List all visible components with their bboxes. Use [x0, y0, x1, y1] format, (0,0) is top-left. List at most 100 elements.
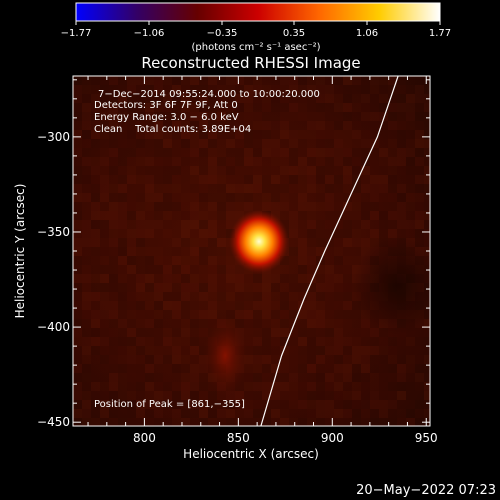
- bg-pixel: [325, 157, 334, 166]
- bg-pixel: [343, 274, 352, 283]
- bg-pixel: [397, 211, 406, 220]
- bg-pixel: [415, 229, 424, 238]
- bg-pixel: [280, 166, 289, 175]
- bg-pixel: [154, 85, 163, 94]
- bg-pixel: [343, 202, 352, 211]
- bg-pixel: [388, 220, 397, 229]
- bg-pixel: [271, 130, 280, 139]
- bg-pixel: [235, 409, 244, 418]
- bg-pixel: [298, 382, 307, 391]
- bg-pixel: [199, 301, 208, 310]
- bg-pixel: [343, 121, 352, 130]
- bg-pixel: [307, 238, 316, 247]
- bg-pixel: [190, 184, 199, 193]
- bg-pixel: [181, 409, 190, 418]
- bg-pixel: [244, 130, 253, 139]
- bg-pixel: [190, 337, 199, 346]
- bg-pixel: [406, 148, 415, 157]
- bg-pixel: [289, 103, 298, 112]
- bg-pixel: [298, 301, 307, 310]
- bg-pixel: [208, 94, 217, 103]
- bg-pixel: [136, 274, 145, 283]
- bg-pixel: [208, 148, 217, 157]
- bg-pixel: [190, 256, 199, 265]
- bg-pixel: [370, 220, 379, 229]
- bg-pixel: [127, 346, 136, 355]
- bg-pixel: [244, 112, 253, 121]
- bg-pixel: [73, 247, 82, 256]
- bg-pixel: [316, 76, 325, 85]
- bg-pixel: [352, 310, 361, 319]
- bg-pixel: [370, 364, 379, 373]
- bg-pixel: [298, 148, 307, 157]
- bg-pixel: [352, 85, 361, 94]
- bg-pixel: [82, 400, 91, 409]
- bg-pixel: [388, 409, 397, 418]
- bg-pixel: [379, 175, 388, 184]
- bg-pixel: [109, 148, 118, 157]
- bg-pixel: [271, 94, 280, 103]
- bg-pixel: [280, 265, 289, 274]
- bg-pixel: [118, 166, 127, 175]
- bg-pixel: [235, 166, 244, 175]
- bg-pixel: [136, 76, 145, 85]
- bg-pixel: [406, 139, 415, 148]
- bg-pixel: [154, 328, 163, 337]
- bg-pixel: [343, 283, 352, 292]
- bg-pixel: [307, 175, 316, 184]
- bg-pixel: [415, 157, 424, 166]
- bg-pixel: [307, 148, 316, 157]
- bg-pixel: [280, 301, 289, 310]
- bg-pixel: [253, 121, 262, 130]
- bg-pixel: [91, 373, 100, 382]
- bg-pixel: [334, 382, 343, 391]
- bg-pixel: [334, 184, 343, 193]
- bg-pixel: [370, 328, 379, 337]
- bg-pixel: [388, 103, 397, 112]
- annotation-energy: Energy Range: 3.0 − 6.0 keV: [94, 112, 239, 123]
- bg-pixel: [406, 121, 415, 130]
- bg-pixel: [298, 400, 307, 409]
- bg-pixel: [181, 382, 190, 391]
- bg-pixel: [181, 157, 190, 166]
- bg-pixel: [82, 409, 91, 418]
- bg-pixel: [226, 211, 235, 220]
- bg-pixel: [100, 184, 109, 193]
- bg-pixel: [370, 382, 379, 391]
- bg-pixel: [271, 175, 280, 184]
- bg-pixel: [82, 157, 91, 166]
- bg-pixel: [145, 148, 154, 157]
- bg-pixel: [316, 337, 325, 346]
- bg-pixel: [226, 274, 235, 283]
- bg-pixel: [172, 85, 181, 94]
- bg-pixel: [118, 175, 127, 184]
- bg-pixel: [190, 265, 199, 274]
- bg-pixel: [307, 193, 316, 202]
- bg-pixel: [280, 364, 289, 373]
- bg-pixel: [91, 265, 100, 274]
- bg-pixel: [343, 418, 352, 426]
- bg-pixel: [361, 337, 370, 346]
- bg-pixel: [208, 184, 217, 193]
- bg-pixel: [100, 373, 109, 382]
- bg-pixel: [244, 139, 253, 148]
- bg-pixel: [415, 373, 424, 382]
- bg-pixel: [361, 373, 370, 382]
- bg-pixel: [172, 103, 181, 112]
- bg-pixel: [352, 211, 361, 220]
- bg-pixel: [325, 310, 334, 319]
- bg-pixel: [406, 373, 415, 382]
- bg-pixel: [127, 328, 136, 337]
- bg-pixel: [181, 301, 190, 310]
- bg-pixel: [307, 184, 316, 193]
- bg-pixel: [73, 103, 82, 112]
- bg-pixel: [253, 130, 262, 139]
- bg-pixel: [415, 121, 424, 130]
- bg-pixel: [343, 193, 352, 202]
- bg-pixel: [100, 157, 109, 166]
- bg-pixel: [334, 238, 343, 247]
- bg-pixel: [226, 112, 235, 121]
- bg-pixel: [379, 94, 388, 103]
- bg-pixel: [154, 211, 163, 220]
- bg-pixel: [352, 130, 361, 139]
